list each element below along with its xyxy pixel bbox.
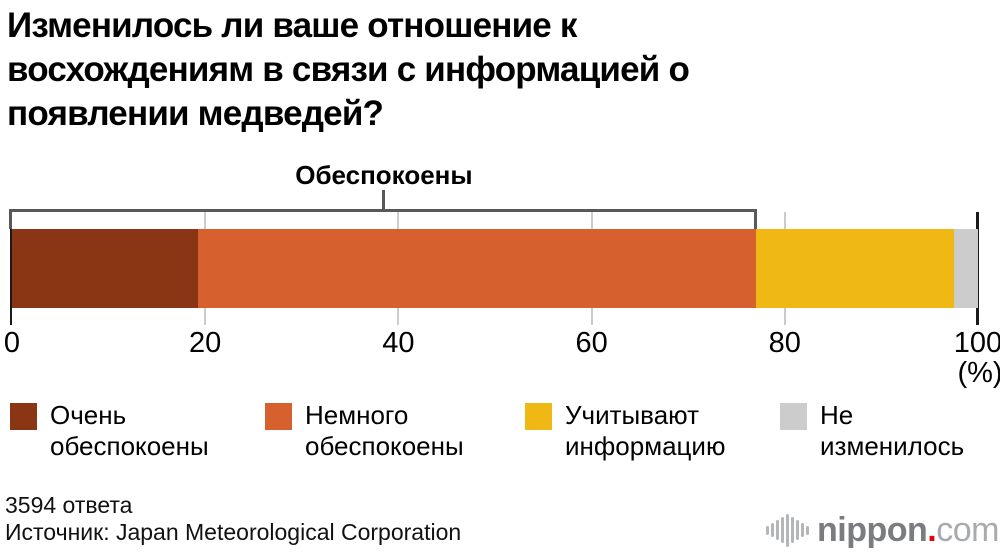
- legend-swatch: [265, 403, 292, 430]
- tick-label: 40: [382, 327, 415, 359]
- soundwave-bar: [791, 517, 794, 543]
- legend-item: Не изменилось: [780, 400, 964, 462]
- legend-item: Очень обеспокоены: [10, 400, 209, 462]
- tick-label: 80: [768, 327, 801, 359]
- legend-label-line: обеспокоены: [50, 431, 209, 461]
- logo-dot: .: [927, 510, 937, 549]
- legend-swatch: [780, 403, 807, 430]
- logo-tld: com: [936, 510, 999, 549]
- legend-label-line: изменилось: [820, 431, 965, 461]
- bar-segment: [755, 229, 954, 308]
- soundwave-bar: [796, 520, 799, 540]
- legend-label-line: Не: [820, 400, 854, 430]
- soundwave-bar: [776, 520, 779, 540]
- legend-label-line: Учитывают: [565, 400, 699, 430]
- legend-swatch: [10, 403, 37, 430]
- legend-label-line: обеспокоены: [305, 431, 464, 461]
- legend-label: Немного обеспокоены: [305, 400, 464, 462]
- soundwave-icon: [766, 513, 809, 547]
- legend-label-line: Очень: [50, 400, 127, 430]
- legend-label: Не изменилось: [820, 400, 964, 462]
- logo-wordmark: nippon.com: [817, 511, 999, 550]
- chart-title-line-3: появлении медведей?: [7, 94, 384, 133]
- stacked-bar: [12, 229, 978, 308]
- legend-swatch: [525, 403, 552, 430]
- soundwave-bar: [766, 525, 769, 535]
- legend-item: Немного обеспокоены: [265, 400, 464, 462]
- legend-label: Очень обеспокоены: [50, 400, 209, 462]
- legend-label: Учитывают информацию: [565, 400, 725, 462]
- tick-label: 0: [3, 327, 21, 359]
- soundwave-bar: [781, 517, 784, 543]
- chart-title: Изменилось ли ваше отношение к восхожден…: [7, 4, 690, 136]
- soundwave-bar: [786, 513, 789, 547]
- axis-unit-label: (%): [957, 357, 1000, 389]
- legend-label-line: Немного: [305, 400, 409, 430]
- bracket-label: Обеспокоены: [295, 160, 473, 190]
- legend-item: Учитывают информацию: [525, 400, 725, 462]
- legend-label-line: информацию: [565, 431, 726, 461]
- nippon-logo: nippon.com: [766, 511, 999, 549]
- tick-label: 60: [575, 327, 608, 359]
- bar-segment: [953, 229, 978, 308]
- soundwave-bar: [806, 525, 809, 535]
- soundwave-bar: [771, 523, 774, 537]
- bar-segment: [12, 229, 199, 308]
- logo-name: nippon: [817, 510, 928, 549]
- tick-label: 20: [189, 327, 222, 359]
- bar-segment: [198, 229, 756, 308]
- chart-title-line-2: восхождениям в связи с информацией о: [7, 50, 690, 89]
- axis-line: [10, 212, 12, 325]
- bracket-stem: [382, 190, 386, 210]
- bracket: [9, 209, 757, 229]
- source-credit: Источник: Japan Meteorological Corporati…: [5, 519, 462, 545]
- tick-label: 100: [953, 327, 1000, 359]
- responses-count: 3594 ответа: [5, 492, 133, 518]
- soundwave-bar: [801, 523, 804, 537]
- chart-title-line-1: Изменилось ли ваше отношение к: [7, 6, 577, 45]
